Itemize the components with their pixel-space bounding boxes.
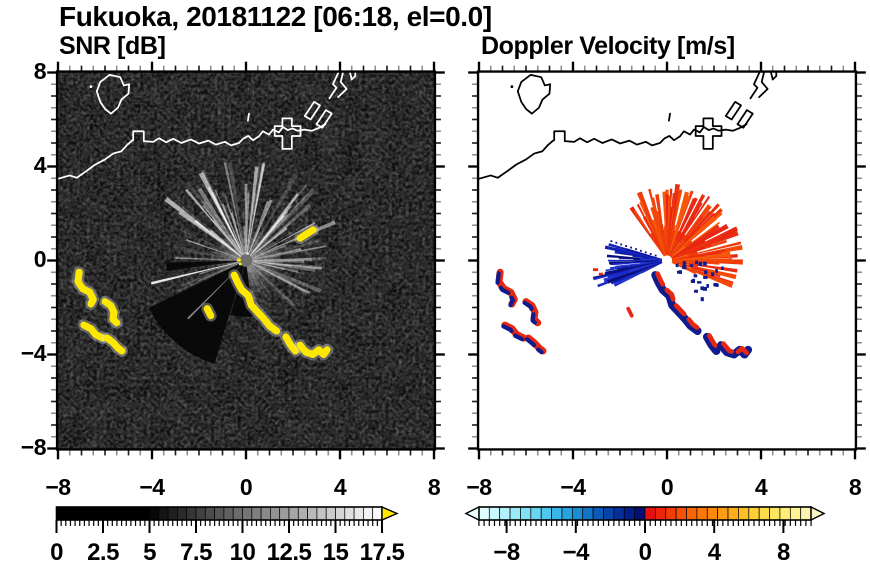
xtick-label: −4 <box>139 474 165 500</box>
xtick-label: 4 <box>754 474 768 500</box>
ytick-label: 8 <box>33 58 47 84</box>
snr-colorbar-label: 17.5 <box>359 539 405 566</box>
xtick-label: −4 <box>560 474 586 500</box>
xtick-label: 4 <box>333 474 347 500</box>
p2-plot <box>468 61 866 459</box>
snr-colorbar-label: 0 <box>50 539 63 566</box>
snr-colorbar-label: 10 <box>229 539 256 566</box>
vel-colorbar-label: 0 <box>638 539 652 566</box>
snr-colorbar <box>55 505 399 533</box>
snr-colorbar-label: 15 <box>322 539 349 566</box>
vel-colorbar-label: 8 <box>776 539 790 566</box>
vel-colorbar-label: −8 <box>493 539 520 566</box>
xtick-label: 8 <box>427 474 441 500</box>
snr-colorbar-label: 7.5 <box>180 539 212 566</box>
p1-plot <box>47 61 445 459</box>
ytick-label: 0 <box>33 246 47 272</box>
vel-colorbar-label: −4 <box>562 539 590 566</box>
xtick-label: 8 <box>848 474 862 500</box>
xtick-label: −8 <box>466 474 492 500</box>
ytick-label: 4 <box>33 152 47 178</box>
snr-colorbar-label: 2.5 <box>87 539 119 566</box>
ytick-label: −8 <box>20 434 47 460</box>
figure-title: Fukuoka, 20181122 [06:18, el=0.0] <box>59 1 492 32</box>
vel-colorbar-label: 4 <box>707 539 721 566</box>
vel-colorbar <box>464 505 826 533</box>
snr-colorbar-label: 12.5 <box>266 539 312 566</box>
xtick-label: 0 <box>660 474 674 500</box>
panel-snr-title: SNR [dB] <box>59 32 166 60</box>
panel-vel-title: Doppler Velocity [m/s] <box>481 32 735 60</box>
xtick-label: 0 <box>239 474 253 500</box>
snr-colorbar-label: 5 <box>143 539 156 566</box>
ytick-label: −4 <box>20 340 47 366</box>
xtick-label: −8 <box>45 474 71 500</box>
